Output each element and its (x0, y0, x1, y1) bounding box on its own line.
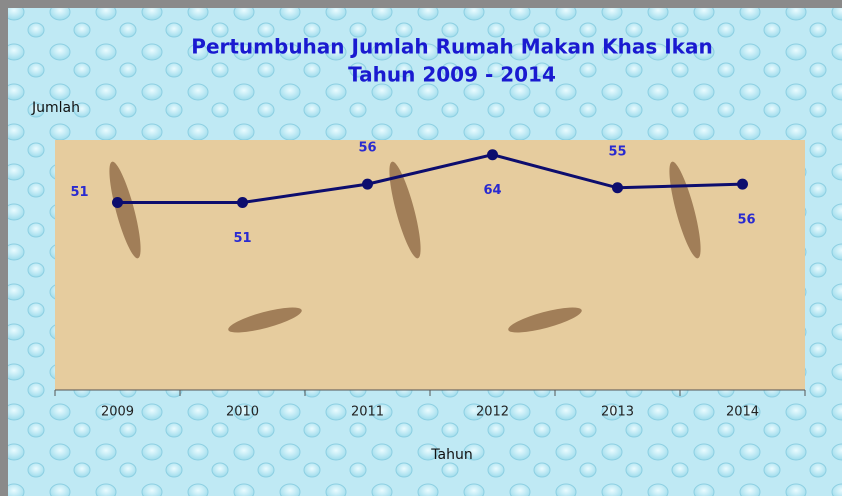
x-axis-label: Tahun (430, 447, 472, 463)
chart-title: Pertumbuhan Jumlah Rumah Makan Khas Ikan (191, 35, 712, 59)
point (362, 178, 373, 190)
x-tick-label: 2009 (101, 405, 134, 420)
data-label: 51 (233, 231, 251, 246)
x-tick-label: 2012 (476, 405, 509, 420)
point (612, 182, 623, 194)
point (737, 178, 748, 190)
x-tick-label: 2014 (726, 405, 759, 420)
data-label: 64 (483, 183, 501, 198)
x-tick-label: 2010 (226, 405, 259, 420)
plot-area (55, 140, 805, 390)
x-tick-label: 2011 (351, 405, 384, 420)
point (487, 149, 498, 161)
data-label: 51 (70, 185, 88, 200)
data-label: 56 (358, 141, 376, 156)
data-label: 56 (737, 213, 755, 228)
point (237, 197, 248, 208)
y-axis-label: Jumlah (31, 100, 80, 116)
x-tick-label: 2013 (601, 405, 634, 420)
data-label: 55 (608, 144, 626, 159)
chart-subtitle: Tahun 2009 - 2014 (348, 63, 556, 87)
line (117, 153, 743, 204)
point (112, 197, 123, 208)
